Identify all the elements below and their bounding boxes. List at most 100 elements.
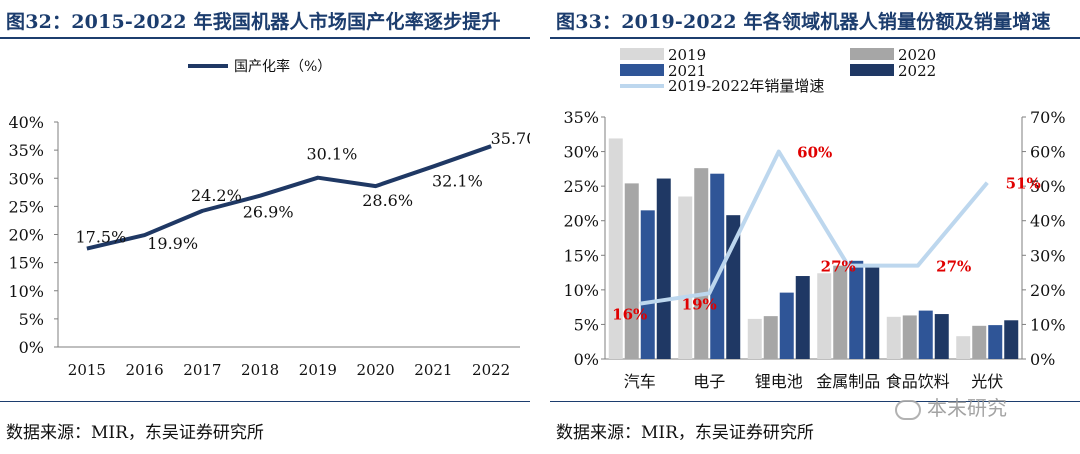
right-y-tick-label: 25%: [563, 177, 599, 196]
right-x-tick-label: 电子: [693, 372, 725, 391]
sector-share-bar-chart: 0% 5% 10% 15% 20% 25% 30% 35% 0% 10% 20% 30% 40% 50% 6…: [563, 46, 1066, 391]
right-growth-label: 51%: [1006, 175, 1041, 193]
right-y2-tick-label: 20%: [1030, 281, 1066, 300]
right-source-note: 数据来源：MIR，东吴证券研究所: [556, 423, 814, 443]
left-data-label: 32.1%: [432, 171, 483, 190]
right-legend-label-2020: 2020: [898, 46, 936, 64]
left-title-rule: [0, 37, 530, 39]
right-legend-swatch-2020: [850, 48, 894, 60]
right-growth-label: 27%: [936, 258, 971, 276]
right-growth-label: 16%: [612, 306, 647, 324]
left-x-tick-label: 2015: [68, 361, 106, 379]
right-bar-2020: [694, 168, 709, 359]
right-growth-line: [639, 149, 989, 306]
left-x-tick-label: 2019: [299, 361, 337, 379]
right-legend-swatch-2021: [620, 64, 664, 76]
left-x-tick-label: 2018: [241, 361, 279, 379]
right-bar-2020: [902, 315, 917, 359]
left-footer-rule: [0, 401, 530, 402]
right-bar-2022: [1004, 320, 1019, 359]
right-x-tick-label: 汽车: [624, 372, 656, 391]
right-growth-label: 60%: [797, 144, 832, 162]
right-x-tick-label: 金属制品: [816, 372, 880, 391]
left-series-line: [86, 144, 492, 251]
left-x-tick-label: 2017: [183, 361, 221, 379]
right-y-tick-label: 15%: [563, 246, 599, 265]
right-bar-2021: [988, 325, 1003, 359]
right-legend-swatch-2022: [850, 64, 894, 76]
left-y-tick-label: 15%: [8, 254, 44, 273]
left-y-tick-label: 0%: [19, 338, 44, 357]
watermark-text: 本末研究: [927, 396, 1007, 420]
right-y2-tick-label: 10%: [1030, 315, 1066, 334]
right-bar-2021: [640, 210, 655, 359]
right-bar-2022: [656, 178, 671, 359]
right-bar-2021: [918, 310, 933, 359]
left-x-tick-label: 2016: [126, 361, 164, 379]
left-y-tick-label: 5%: [19, 310, 44, 329]
right-y-tick-label: 20%: [563, 212, 599, 231]
right-growth-label: 19%: [682, 295, 717, 313]
right-y2-tick-label: 40%: [1030, 212, 1066, 231]
right-y2-tick-label: 70%: [1030, 108, 1066, 127]
left-y-tick-label: 30%: [8, 169, 44, 188]
right-bar-2020: [972, 325, 987, 359]
watermark: 本末研究: [895, 392, 1007, 421]
left-data-label: 35.70%: [491, 129, 530, 148]
left-data-label: 26.9%: [243, 203, 294, 222]
right-y-tick-label: 30%: [563, 143, 599, 162]
right-bar-2022: [934, 314, 949, 359]
right-growth-label: 27%: [821, 258, 856, 276]
right-chart-title: 图33：2019-2022 年各领域机器人销量份额及销量增速: [556, 11, 1051, 33]
left-data-label: 19.9%: [147, 234, 198, 253]
left-y-tick-label: 25%: [8, 197, 44, 216]
right-y-tick-label: 5%: [574, 315, 599, 334]
left-x-tick-label: 2020: [357, 361, 395, 379]
right-legend-label-2021: 2021: [668, 62, 706, 80]
right-bar-2021: [849, 260, 864, 359]
left-source-note: 数据来源：MIR，东吴证券研究所: [6, 423, 264, 443]
left-chart-panel: 图32：2015-2022 年我国机器人市场国产化率逐步提升 0% 5% 10% 15…: [0, 0, 530, 454]
left-y-tick-label: 35%: [8, 141, 44, 160]
right-y2-tick-label: 50%: [1030, 177, 1066, 196]
right-bar-2021: [779, 292, 794, 359]
left-data-label: 28.6%: [362, 191, 413, 210]
right-bar-2020: [624, 183, 639, 359]
right-y2-tick-label: 30%: [1030, 246, 1066, 265]
right-bar-2019: [678, 196, 693, 359]
left-x-tick-label: 2021: [414, 361, 452, 379]
right-legend-label-growth: 2019-2022年销量增速: [668, 77, 824, 95]
left-x-tick-label: 2022: [472, 361, 510, 379]
right-bar-2019: [956, 336, 971, 359]
right-x-tick-label: 锂电池: [755, 372, 803, 391]
left-data-label: 17.5%: [75, 228, 126, 247]
left-chart-title: 图32：2015-2022 年我国机器人市场国产化率逐步提升: [6, 11, 501, 33]
left-data-label: 24.2%: [191, 186, 242, 205]
left-y-tick-label: 20%: [8, 226, 44, 245]
right-bar-2022: [795, 276, 810, 359]
right-footer-rule: [550, 401, 1080, 402]
right-y2-tick-label: 0%: [1030, 350, 1055, 369]
right-bar-2022: [865, 266, 880, 359]
left-data-label: 30.1%: [306, 145, 357, 164]
right-title-rule: [550, 37, 1080, 39]
right-bar-2020: [833, 265, 848, 359]
left-y-tick-label: 10%: [8, 282, 44, 301]
right-x-tick-label: 食品饮料: [886, 372, 950, 391]
right-bar-2019: [817, 273, 832, 359]
right-bar-2021: [710, 173, 725, 359]
right-y-tick-label: 35%: [563, 108, 599, 127]
right-legend-swatch-2019: [620, 48, 664, 60]
right-bar-2019: [608, 138, 623, 359]
left-legend-label: 国产化率（%）: [234, 58, 331, 75]
right-y2-tick-label: 60%: [1030, 143, 1066, 162]
right-bar-2019: [747, 318, 762, 359]
localization-rate-line-chart: 0% 5% 10% 15% 20% 25% 30% 35% 40% 2015 2016 2017 201…: [8, 58, 530, 379]
right-bar-2020: [763, 316, 778, 359]
right-legend-label-2022: 2022: [898, 62, 936, 80]
left-y-tick-label: 40%: [8, 113, 44, 132]
right-y-tick-label: 0%: [574, 350, 599, 369]
wechat-icon: [895, 399, 921, 420]
right-bar-2019: [886, 316, 901, 359]
right-chart-panel: 图33：2019-2022 年各领域机器人销量份额及销量增速 0% 5% 10% 15…: [550, 0, 1080, 454]
